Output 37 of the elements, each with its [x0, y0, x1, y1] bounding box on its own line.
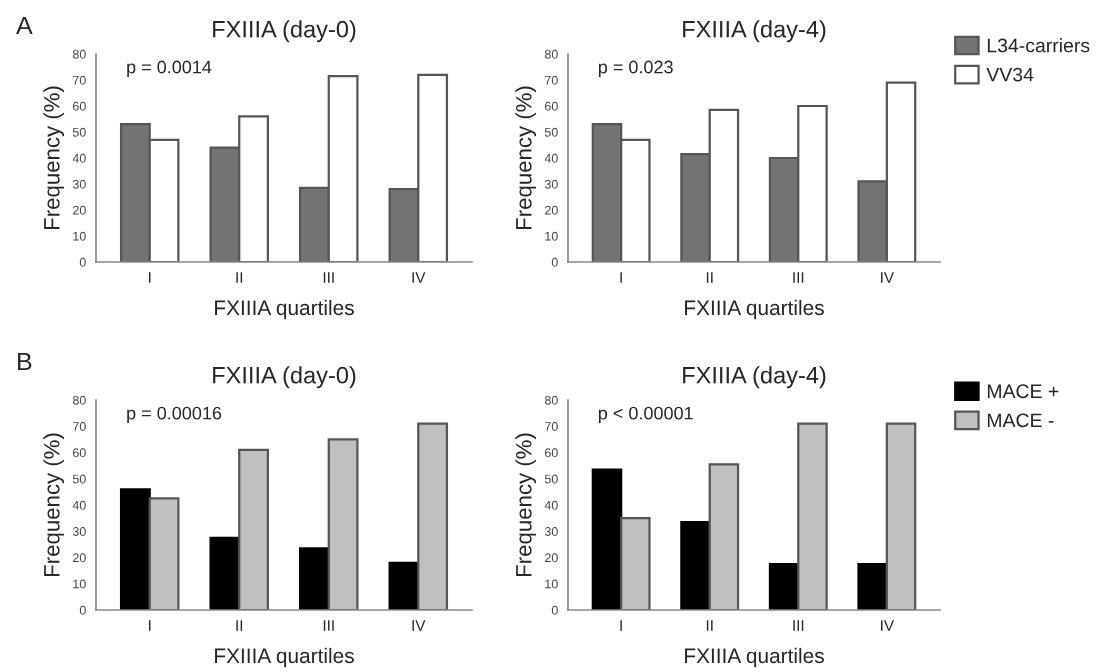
bar	[209, 536, 241, 610]
x-axis-title: FXIIIA quartiles	[685, 299, 824, 320]
x-axis-title: FXIIIA quartiles	[685, 647, 824, 668]
y-axis-title: Frequency (%)	[43, 433, 65, 577]
y-axis-title: Frequency (%)	[515, 433, 537, 577]
bar	[797, 422, 828, 610]
legend-label: VV34	[986, 67, 1034, 82]
bar	[857, 562, 888, 610]
annotation: p < 0.00001	[598, 406, 693, 424]
bar	[299, 547, 330, 610]
bar	[148, 497, 180, 610]
x-axis-title: FXIIIA quartiles	[215, 647, 354, 668]
annotation: p = 0.0014	[127, 60, 212, 77]
bar	[327, 438, 359, 610]
y-axis-title: Frequency (%)	[515, 86, 537, 230]
legend-label: MACE +	[987, 384, 1059, 399]
text: B	[18, 352, 32, 371]
chart-title: FXIIIA (day-0)	[213, 366, 356, 389]
text: A	[16, 16, 33, 35]
bar	[620, 517, 651, 610]
bar	[885, 422, 917, 610]
annotation: p = 0.023	[598, 60, 673, 77]
chart-title: FXIIIA (day-4)	[683, 366, 826, 389]
bar	[680, 520, 711, 610]
bar	[417, 422, 449, 610]
bar	[768, 562, 800, 610]
chart-title: FXIIIA (day-0)	[213, 20, 356, 43]
y-axis-title: Frequency (%)	[43, 86, 65, 230]
bar	[708, 463, 740, 610]
legend-label: MACE -	[987, 413, 1054, 428]
chart-title: FXIIIA (day-4)	[683, 20, 826, 43]
bar	[119, 488, 151, 610]
bar	[238, 448, 269, 610]
legend-label: L34-carriers	[987, 38, 1090, 53]
bar	[591, 468, 623, 610]
annotation: p = 0.00016	[127, 406, 222, 424]
x-axis-title: FXIIIA quartiles	[215, 299, 354, 320]
